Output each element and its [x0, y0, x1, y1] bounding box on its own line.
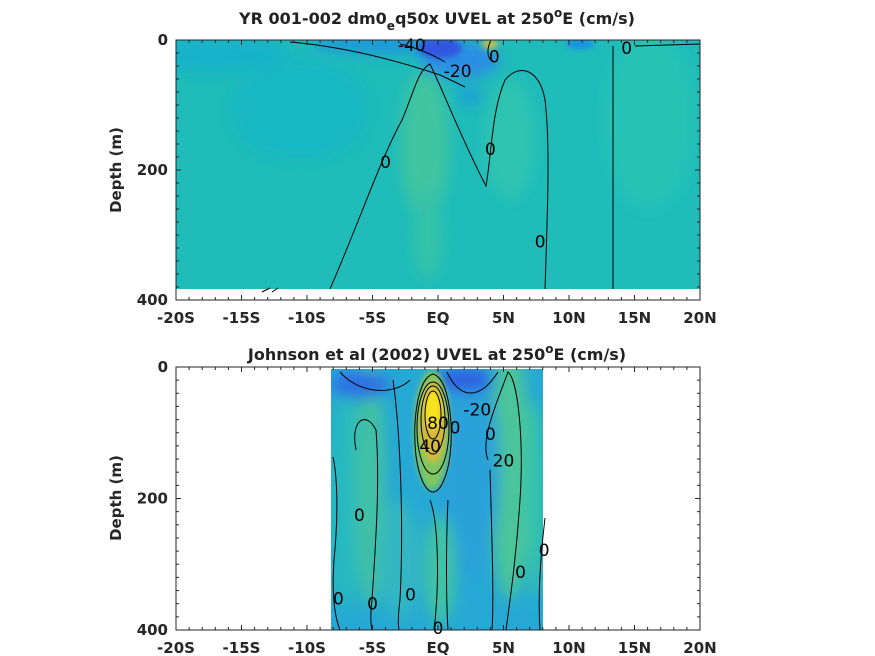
bottom-y-ticks	[176, 366, 700, 631]
x-tick-label: -20S	[157, 309, 195, 327]
y-tick-label: 400	[137, 291, 168, 309]
bottom-x-ticks	[175, 367, 701, 630]
top-y-ticks	[176, 39, 700, 301]
contour-label: 0	[333, 589, 344, 609]
x-tick-label: 10N	[552, 639, 585, 656]
x-tick-label: 20N	[683, 309, 716, 327]
contour-label: 0	[485, 140, 496, 160]
contour-label: 0	[621, 39, 632, 59]
x-tick-label: 10N	[552, 309, 585, 327]
contour-label: -40	[398, 36, 426, 56]
contour-label: 0	[515, 563, 526, 583]
bottom-y-axis-label: Depth (m)	[107, 455, 125, 541]
x-tick-label: EQ	[427, 309, 450, 327]
x-tick-label: -5S	[359, 639, 386, 656]
y-tick-label: 200	[137, 161, 168, 179]
contour-label: 20	[493, 451, 515, 471]
bottom-y-tick-labels: 0 200 400	[137, 358, 168, 639]
x-tick-label: -15S	[223, 639, 261, 656]
top-x-tick-labels: -20S -15S -10S -5S EQ 5N 10N 15N 20N	[157, 309, 717, 327]
top-contour-labels: -40 -20 0 0 0 0 0	[380, 36, 632, 252]
y-tick-label: 0	[158, 31, 168, 49]
top-title: YR 001-002 dm0eq50x UVEL at 250oE (cm/s)	[238, 6, 635, 33]
contour-label: 80	[427, 414, 449, 434]
bottom-x-tick-labels: -20S -15S -10S -5S EQ 5N 10N 15N 20N	[157, 639, 717, 656]
x-tick-label: -15S	[223, 309, 261, 327]
contour-label: 0	[539, 541, 550, 561]
x-tick-label: -10S	[288, 309, 326, 327]
y-tick-label: 200	[137, 490, 168, 508]
contour-label: 0	[450, 418, 461, 438]
contour-label: 0	[405, 585, 416, 605]
x-tick-label: -10S	[288, 639, 326, 656]
contour-label: 0	[535, 233, 546, 253]
x-tick-label: 15N	[618, 309, 651, 327]
x-tick-label: -5S	[359, 309, 386, 327]
x-tick-label: 20N	[683, 639, 716, 656]
x-tick-label: 5N	[492, 309, 515, 327]
x-tick-label: -20S	[157, 639, 195, 656]
x-tick-label: 15N	[618, 639, 651, 656]
x-tick-label: EQ	[427, 639, 450, 656]
top-contours	[261, 41, 701, 293]
contour-label: 0	[485, 425, 496, 445]
contour-label: 0	[380, 153, 391, 173]
contour-label: -20	[444, 62, 472, 82]
top-panel: YR 001-002 dm0eq50x UVEL at 250oE (cm/s)	[107, 6, 717, 327]
contour-label: 0	[489, 47, 500, 67]
contour-label: 40	[419, 437, 441, 457]
bottom-panel: Johnson et al (2002) UVEL at 250oE (cm/s…	[107, 342, 717, 656]
top-y-axis-label: Depth (m)	[107, 127, 125, 213]
y-tick-label: 0	[158, 358, 168, 376]
y-tick-label: 400	[137, 621, 168, 639]
bottom-colorfield	[331, 369, 543, 630]
contour-label: -20	[463, 401, 491, 421]
top-nodata-strip	[176, 289, 700, 300]
bottom-contours	[332, 371, 546, 631]
bottom-title: Johnson et al (2002) UVEL at 250oE (cm/s…	[247, 342, 626, 364]
contour-label: 0	[354, 506, 365, 526]
contour-label: 0	[367, 595, 378, 615]
top-x-ticks	[175, 40, 701, 300]
x-tick-label: 5N	[492, 639, 515, 656]
top-y-tick-labels: 0 200 400	[137, 31, 168, 309]
